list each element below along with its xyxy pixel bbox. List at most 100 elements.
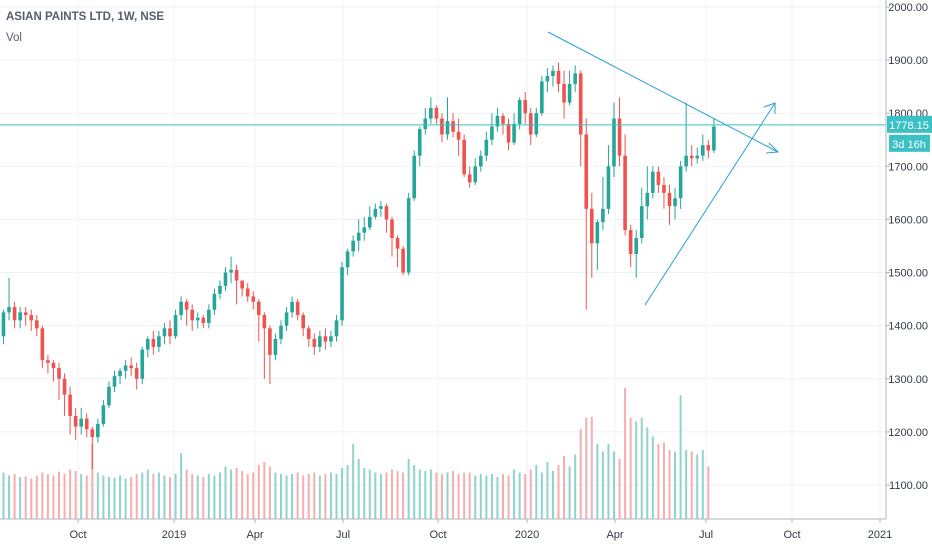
volume-bar [307, 474, 310, 519]
volume-bar [479, 474, 482, 519]
candle-body [412, 155, 416, 199]
candle-body [528, 113, 533, 135]
volume-bar [668, 450, 671, 519]
volume-bar [163, 475, 166, 519]
volume-bar [496, 477, 499, 519]
candle-body [345, 251, 350, 268]
last-price-badge-box [887, 115, 932, 133]
volume-bar [291, 474, 294, 519]
volume-bar [268, 466, 271, 519]
candle-body [417, 129, 422, 156]
candle-body [495, 115, 500, 127]
volume-bar [374, 472, 377, 519]
volume-bar [435, 472, 438, 519]
candle-body [118, 370, 122, 377]
candle-body [628, 230, 633, 254]
volume-bar [396, 471, 399, 519]
volume-bar [130, 477, 133, 519]
candle-body [401, 248, 405, 273]
volume-bar [146, 469, 149, 519]
volume-bar [157, 472, 160, 519]
time-axis[interactable]: Oct 2019 Apr Jul Oct 2020 Apr Jul Oct 2021 [69, 519, 892, 541]
volume-bar [30, 478, 33, 519]
volume-bar [324, 474, 327, 519]
time-tick-label: 2019 [162, 529, 186, 541]
candle-body [7, 307, 11, 313]
candle-body [273, 338, 278, 355]
candle-body [473, 166, 478, 183]
candle-body [140, 349, 145, 379]
candle-body [251, 296, 256, 302]
candle-body [639, 206, 644, 239]
volume-bar [352, 444, 355, 519]
volume-bar [635, 421, 638, 519]
candle-body [634, 238, 638, 254]
candle-body [451, 121, 455, 132]
volume-bar [618, 459, 621, 519]
volume-bar [346, 465, 349, 519]
price-tick-label: 1100.00 [889, 480, 928, 492]
time-tick-label: 2020 [515, 529, 539, 541]
volume-bar [41, 472, 44, 519]
candle-body [395, 238, 400, 249]
candle-body [606, 166, 611, 209]
candle-body [373, 208, 378, 217]
volume-bar [529, 469, 532, 519]
candlesticks [1, 62, 716, 470]
volume-bar [607, 444, 610, 519]
candle-body [673, 198, 677, 207]
countdown-badge-box [889, 134, 930, 152]
volume-bar [640, 417, 643, 519]
volume-bar [429, 469, 432, 519]
volume-bar [102, 475, 105, 519]
candle-body [179, 301, 183, 316]
price-tick-label: 1400.00 [888, 321, 928, 333]
volume-bar [329, 472, 332, 519]
candle-body [84, 418, 89, 430]
candle-body [184, 301, 189, 310]
volume-bar [235, 468, 238, 519]
volume-bar [701, 450, 704, 519]
candle-body [201, 317, 206, 324]
volume-bar [679, 395, 682, 519]
volume-bar [2, 472, 5, 519]
volume-bar [74, 471, 77, 519]
candle-body [323, 336, 328, 342]
time-tick-label: Apr [246, 529, 263, 541]
volume-bar [285, 475, 288, 519]
volume-bar [468, 472, 471, 519]
volume-bar [440, 474, 443, 519]
volume-bar [35, 475, 38, 519]
candle-body [617, 118, 622, 156]
candle-body [362, 227, 367, 233]
candle-body [107, 386, 111, 406]
candle-body [329, 336, 333, 342]
volume-bar [296, 472, 299, 519]
candle-body [701, 145, 705, 156]
candle-body [645, 192, 650, 207]
candle-body [212, 293, 217, 310]
volume-bar [218, 472, 221, 519]
price-tick-label: 1700.00 [888, 161, 928, 173]
bar-countdown: 3d 16h [892, 139, 926, 151]
volume-bar [535, 465, 538, 519]
volume-bar [540, 472, 543, 519]
volume-bar [368, 469, 371, 519]
volume-bar [85, 475, 88, 519]
volume-bar [657, 444, 660, 519]
candle-body [556, 70, 561, 85]
volume-bar [119, 475, 122, 519]
volume-legend-label: Vol [6, 32, 22, 44]
candle-body [173, 315, 178, 337]
candle-body [146, 338, 150, 350]
candle-body [23, 312, 28, 316]
candle-body [712, 126, 716, 151]
candle-body [35, 320, 39, 329]
candle-body [390, 219, 394, 239]
candle-body [90, 429, 95, 438]
price-axis[interactable]: 2000.001900.001800.001700.001600.001500.… [886, 2, 928, 492]
candle-body [684, 155, 688, 167]
candle-body [612, 118, 616, 167]
price-tick-label: 1300.00 [888, 374, 928, 386]
